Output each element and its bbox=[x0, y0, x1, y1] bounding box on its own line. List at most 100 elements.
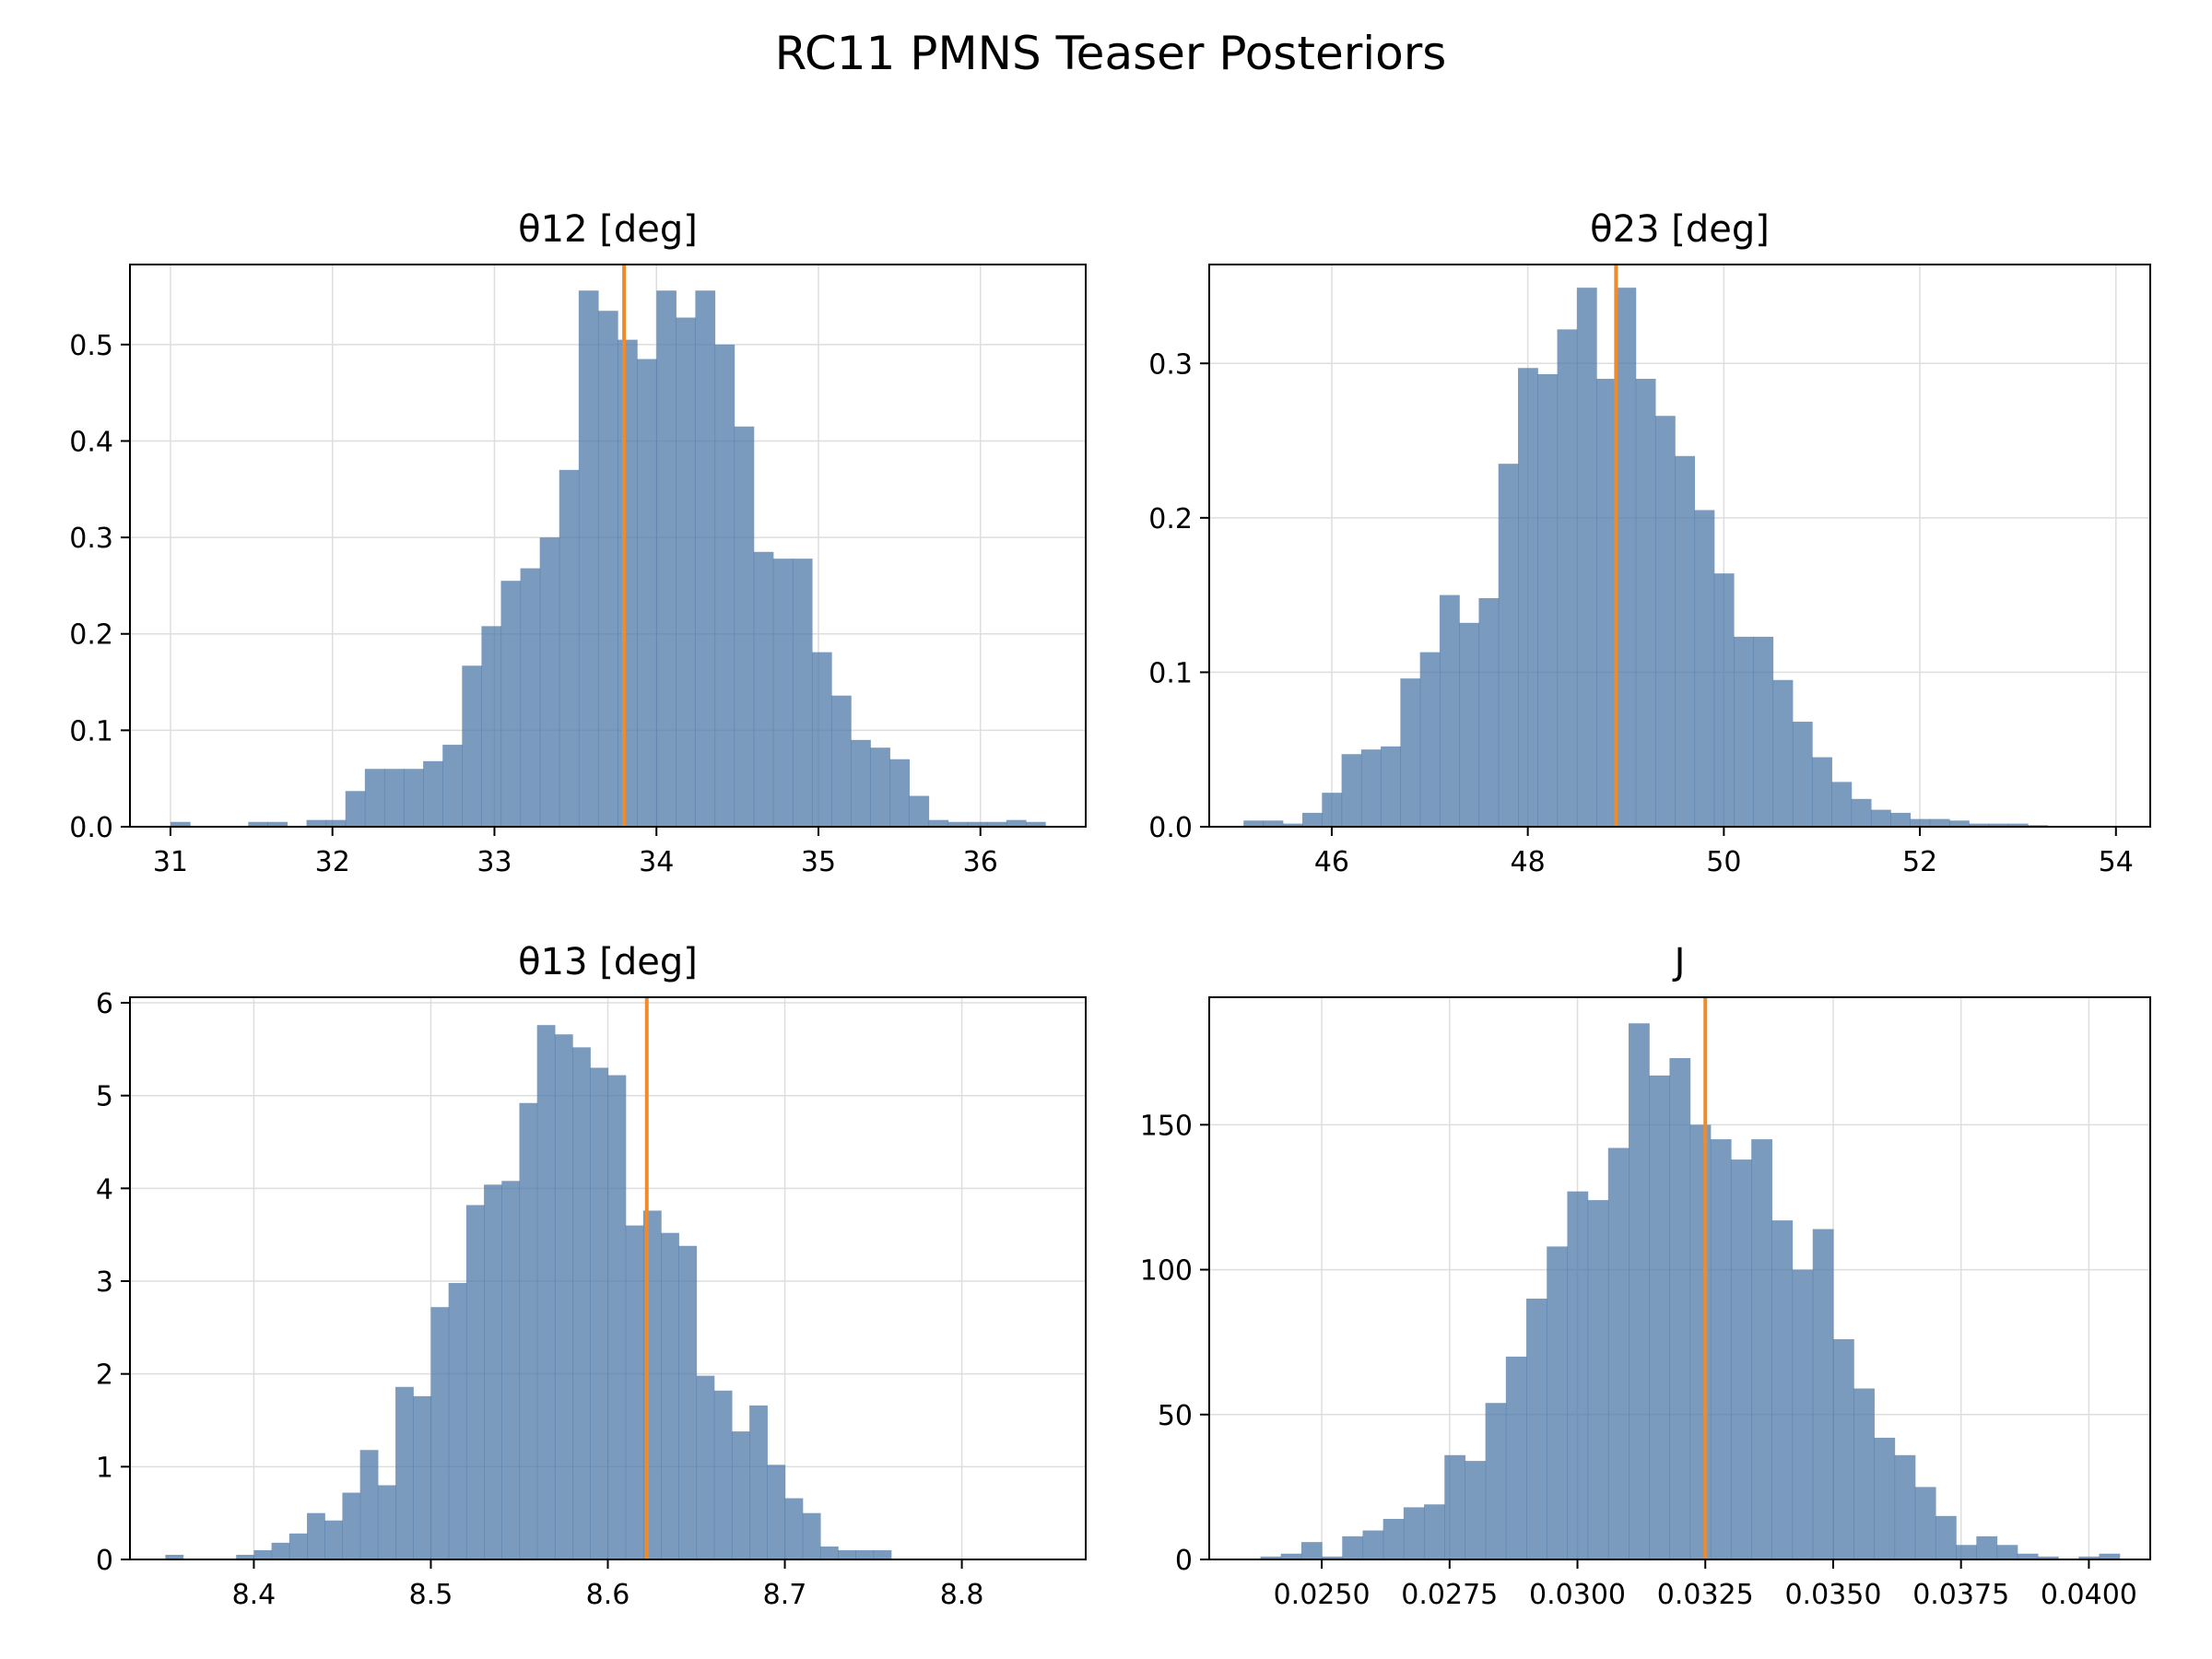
histogram-bar bbox=[1025, 821, 1046, 827]
histogram-bar bbox=[554, 1034, 573, 1559]
histogram-bar bbox=[383, 769, 405, 827]
x-tick-label: 32 bbox=[315, 846, 350, 878]
y-tick-label: 0.5 bbox=[69, 330, 113, 362]
figure-title: RC11 PMNS Teaser Posteriors bbox=[775, 27, 1447, 80]
histogram-bar bbox=[838, 1549, 856, 1559]
histogram-bar bbox=[753, 551, 774, 827]
x-tick-label: 54 bbox=[2099, 846, 2134, 878]
histogram-bar bbox=[1635, 379, 1656, 827]
x-tick-label: 52 bbox=[1902, 846, 1937, 878]
histogram-bar bbox=[170, 821, 191, 827]
histogram-bar bbox=[1713, 573, 1735, 827]
histogram-bar bbox=[572, 1047, 591, 1559]
histogram-bar bbox=[713, 1390, 733, 1559]
histogram-bar bbox=[1263, 820, 1284, 827]
axes-frame bbox=[1208, 264, 2151, 828]
x-tick-label: 36 bbox=[963, 846, 998, 878]
histogram-bar bbox=[1567, 1191, 1589, 1559]
histogram-bar bbox=[637, 359, 657, 827]
histogram-bar bbox=[1419, 652, 1441, 827]
histogram-bar bbox=[1730, 1159, 1752, 1559]
y-tick-label: 0.0 bbox=[69, 812, 113, 844]
histogram-bar bbox=[1587, 1200, 1609, 1559]
subplot-title: J bbox=[1672, 941, 1686, 983]
histogram-bar bbox=[1772, 679, 1794, 827]
histogram-bar bbox=[1360, 749, 1382, 827]
x-tick-label: 8.6 bbox=[586, 1579, 630, 1611]
histogram-bar bbox=[1280, 1553, 1302, 1559]
histogram-bar bbox=[1607, 1147, 1630, 1559]
histogram-bar bbox=[1465, 1461, 1487, 1559]
histogram-bar bbox=[1988, 823, 2009, 827]
histogram-bar bbox=[1675, 455, 1696, 827]
histogram-bar bbox=[430, 1307, 450, 1559]
histogram-bar bbox=[1616, 288, 1637, 828]
x-tick-label: 0.0250 bbox=[1274, 1579, 1371, 1611]
histogram-bar bbox=[1006, 819, 1027, 827]
histogram-bar bbox=[236, 1554, 255, 1559]
y-tick-label: 0.1 bbox=[69, 715, 113, 747]
histogram-bar bbox=[359, 1450, 379, 1559]
histogram-bar bbox=[767, 1465, 786, 1559]
histogram-bar bbox=[1498, 464, 1519, 827]
histogram-bar bbox=[324, 1520, 344, 1559]
histogram-bar bbox=[1505, 1356, 1527, 1559]
subplot-3: 8.4 8.5 8.6 8.7 8.8 0 1 2 3 4 5 6 θ13 [deg] bbox=[96, 941, 1087, 1611]
histogram-bar bbox=[1649, 1075, 1671, 1559]
histogram-bar bbox=[2099, 1553, 2121, 1559]
histogram-bar bbox=[519, 1102, 538, 1559]
histogram-bar bbox=[1362, 1530, 1384, 1559]
histogram-bar bbox=[1935, 1515, 1957, 1559]
y-tick-label: 150 bbox=[1140, 1110, 1193, 1142]
histogram-bar bbox=[1382, 1518, 1405, 1559]
histogram-bar bbox=[1669, 1058, 1691, 1559]
histogram-bar bbox=[731, 1431, 750, 1559]
histogram-bar bbox=[909, 795, 930, 827]
histogram-bar bbox=[870, 747, 890, 827]
histogram-bar bbox=[1260, 1556, 1282, 1559]
x-tick-label: 0.0375 bbox=[1912, 1579, 2009, 1611]
histogram-bar bbox=[772, 559, 794, 827]
histogram-bar bbox=[1874, 1437, 1896, 1559]
y-tick-label: 0 bbox=[1175, 1545, 1193, 1577]
histogram-bar bbox=[2037, 1556, 2059, 1559]
histogram-bar bbox=[248, 821, 268, 827]
histogram-bar bbox=[520, 568, 541, 827]
subplot-title: θ12 [deg] bbox=[518, 208, 698, 251]
histogram-bar bbox=[559, 469, 580, 827]
histogram-bar bbox=[625, 1225, 644, 1559]
histogram-bar bbox=[784, 1498, 804, 1559]
histogram-bar bbox=[1537, 373, 1559, 827]
axes-frame bbox=[1208, 996, 2151, 1560]
histogram-bar bbox=[377, 1485, 396, 1559]
histogram-bar bbox=[306, 819, 327, 827]
y-tick-label: 100 bbox=[1140, 1255, 1193, 1288]
histogram-bar bbox=[536, 1025, 556, 1559]
histogram-bar bbox=[442, 745, 463, 827]
histogram-bar bbox=[734, 426, 755, 827]
histogram-bar bbox=[618, 339, 638, 828]
histogram-bar bbox=[1341, 754, 1362, 827]
x-tick-label: 0.0275 bbox=[1401, 1579, 1498, 1611]
x-tick-label: 50 bbox=[1706, 846, 1741, 878]
histogram-bar bbox=[465, 1205, 485, 1559]
histogram-bar bbox=[2007, 823, 2029, 827]
histogram-bar bbox=[1444, 1454, 1466, 1559]
histogram-bar bbox=[2078, 1556, 2100, 1559]
histogram-bar bbox=[481, 626, 502, 827]
histogram-bar bbox=[1557, 329, 1578, 827]
histogram-bar bbox=[855, 1549, 875, 1559]
histogram-bar bbox=[1733, 636, 1754, 827]
histogram-bar bbox=[1547, 1246, 1569, 1559]
histogram-bar bbox=[1243, 820, 1265, 827]
histogram-bar bbox=[1996, 1545, 2018, 1559]
histogram-bar bbox=[1956, 1545, 1977, 1559]
histogram-bar bbox=[695, 290, 716, 827]
histogram-bar bbox=[1576, 288, 1597, 828]
histogram-bar bbox=[1831, 782, 1853, 827]
histogram-bar bbox=[165, 1554, 184, 1559]
histogram-bar bbox=[501, 1181, 521, 1559]
subplot-2: 46 48 50 52 54 0.0 0.1 0.2 0.3 θ23 [deg] bbox=[1148, 208, 2151, 878]
